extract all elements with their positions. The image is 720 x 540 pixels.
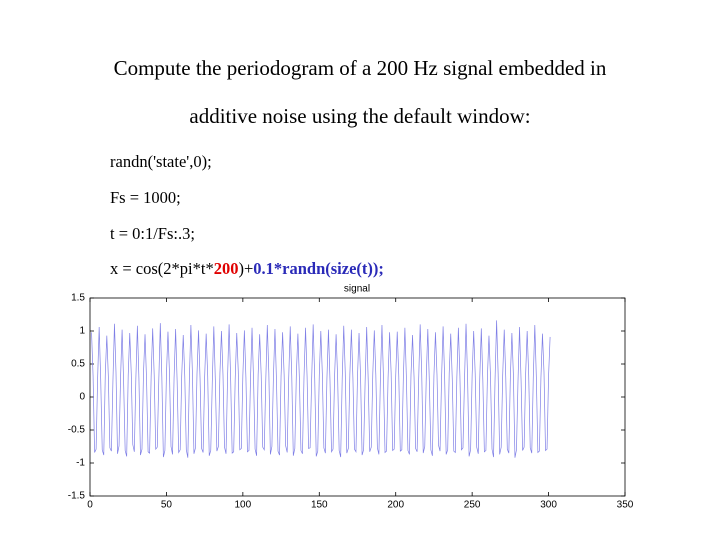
title-line: additive noise using the default window: <box>189 104 531 128</box>
x-tick-label: 300 <box>540 500 557 511</box>
y-tick-label: 0 <box>79 392 85 403</box>
code-line: t = 0:1/Fs:.3; <box>110 224 195 243</box>
title-line: Compute the periodogram of a 200 Hz sign… <box>113 56 607 80</box>
y-tick-label: 1 <box>79 326 85 337</box>
code-text: x = cos(2*pi*t* <box>110 259 214 278</box>
code-highlight: 200 <box>213 259 239 278</box>
y-tick-label: 0.5 <box>71 359 85 370</box>
x-tick-label: 150 <box>311 500 328 511</box>
y-tick-label: -1 <box>76 458 85 469</box>
signal-line <box>91 320 551 458</box>
x-tick-label: 350 <box>617 500 634 511</box>
x-tick-label: 100 <box>235 500 252 511</box>
code-line: randn('state',0); <box>110 152 212 171</box>
y-tick-label: -1.5 <box>68 491 86 502</box>
code-text: )+ <box>238 259 254 278</box>
y-tick-label: 1.5 <box>71 293 85 304</box>
x-tick-label: 50 <box>161 500 173 511</box>
x-tick-label: 200 <box>387 500 404 511</box>
y-tick-label: -0.5 <box>68 425 86 436</box>
x-tick-label: 0 <box>87 500 93 511</box>
code-highlight: 0.1*randn(size(t)); <box>253 259 384 278</box>
code-line: Fs = 1000; <box>110 188 181 207</box>
chart-title: signal <box>344 284 370 295</box>
x-tick-label: 250 <box>464 500 481 511</box>
code-line: x = cos(2*pi*t*200)+0.1*randn(size(t)); <box>110 259 384 279</box>
